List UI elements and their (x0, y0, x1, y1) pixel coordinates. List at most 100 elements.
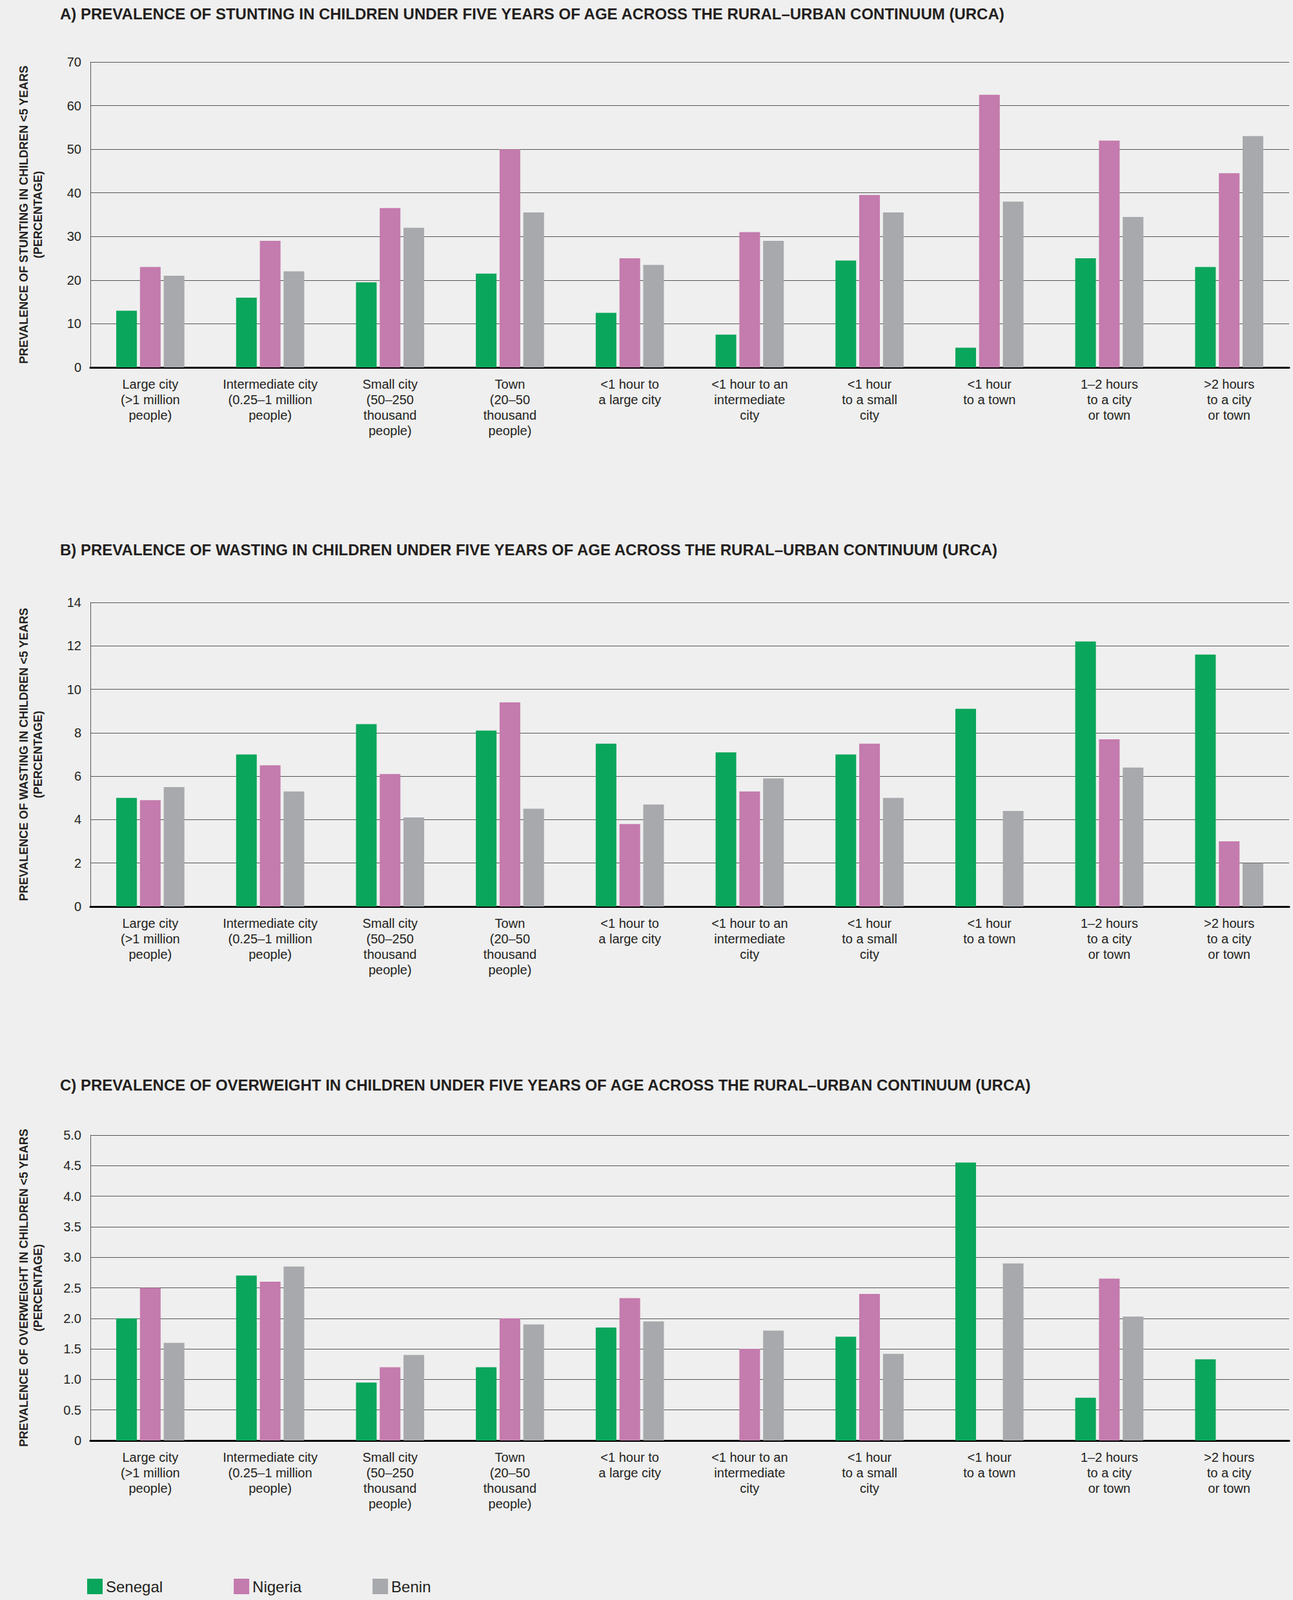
svg-text:(50–250: (50–250 (366, 1465, 414, 1480)
svg-text:city: city (859, 407, 880, 423)
svg-text:people): people) (488, 1496, 532, 1511)
svg-text:to a city: to a city (1207, 931, 1252, 946)
svg-text:12: 12 (67, 638, 82, 653)
svg-text:PREVALENCE OF WASTING IN CHILD: PREVALENCE OF WASTING IN CHILDREN <5 YEA… (17, 608, 31, 902)
svg-text:5.0: 5.0 (63, 1127, 82, 1142)
svg-text:people): people) (248, 407, 292, 423)
svg-text:to a small: to a small (841, 392, 898, 407)
svg-text:to a city: to a city (1087, 931, 1132, 946)
svg-text:city: city (859, 1480, 880, 1496)
svg-text:to a city: to a city (1207, 392, 1252, 407)
svg-text:1.0: 1.0 (63, 1371, 82, 1386)
svg-text:1–2 hours: 1–2 hours (1080, 376, 1139, 392)
svg-text:people): people) (368, 423, 412, 438)
svg-text:or town: or town (1207, 1480, 1251, 1496)
svg-text:8: 8 (74, 725, 82, 740)
svg-text:Small city: Small city (362, 1449, 418, 1465)
svg-text:0: 0 (74, 360, 82, 375)
svg-text:A) PREVALENCE OF STUNTING IN C: A) PREVALENCE OF STUNTING IN CHILDREN UN… (60, 5, 1005, 23)
svg-text:60: 60 (67, 98, 82, 113)
svg-text:<1 hour: <1 hour (967, 1449, 1013, 1465)
svg-text:city: city (859, 946, 880, 962)
svg-text:a large city: a large city (598, 392, 662, 407)
svg-text:(>1 million: (>1 million (120, 1465, 181, 1480)
svg-text:PREVALENCE OF STUNTING IN CHIL: PREVALENCE OF STUNTING IN CHILDREN <5 YE… (17, 65, 31, 365)
svg-text:>2 hours: >2 hours (1203, 376, 1255, 392)
svg-text:30: 30 (67, 229, 82, 244)
svg-text:to a town: to a town (963, 392, 1016, 407)
svg-text:>2 hours: >2 hours (1203, 1449, 1255, 1465)
svg-text:<1 hour to an: <1 hour to an (711, 916, 788, 931)
svg-text:C) PREVALENCE OF OVERWEIGHT IN: C) PREVALENCE OF OVERWEIGHT IN CHILDREN … (60, 1076, 1031, 1094)
svg-text:<1 hour: <1 hour (847, 376, 893, 392)
svg-text:(>1 million: (>1 million (120, 392, 181, 407)
svg-text:people): people) (128, 1480, 172, 1496)
svg-text:(0.25–1 million: (0.25–1 million (228, 392, 313, 407)
svg-text:1–2 hours: 1–2 hours (1080, 916, 1139, 931)
svg-text:PREVALENCE OF OVERWEIGHT IN CH: PREVALENCE OF OVERWEIGHT IN CHILDREN <5 … (17, 1128, 31, 1447)
svg-text:(20–50: (20–50 (489, 392, 530, 407)
svg-text:Large city: Large city (122, 916, 179, 931)
svg-text:a large city: a large city (598, 1465, 662, 1480)
svg-text:2: 2 (74, 855, 82, 871)
svg-text:to a city: to a city (1087, 1465, 1132, 1480)
svg-text:people): people) (368, 1496, 412, 1511)
svg-text:14: 14 (67, 595, 82, 610)
svg-text:Small city: Small city (362, 916, 418, 931)
svg-text:a large city: a large city (598, 931, 662, 946)
svg-text:10: 10 (67, 316, 82, 331)
svg-text:or town: or town (1088, 946, 1131, 962)
svg-text:1.5: 1.5 (63, 1341, 82, 1356)
svg-text:<1 hour to: <1 hour to (600, 376, 660, 392)
svg-text:people): people) (368, 962, 412, 977)
svg-text:(0.25–1 million: (0.25–1 million (228, 1465, 313, 1480)
svg-text:(50–250: (50–250 (366, 931, 414, 946)
svg-text:thousand: thousand (363, 407, 417, 423)
svg-text:(0.25–1 million: (0.25–1 million (228, 931, 313, 946)
svg-text:to a town: to a town (963, 931, 1016, 946)
svg-text:Town: Town (495, 376, 526, 392)
svg-text:people): people) (248, 946, 292, 962)
svg-text:people): people) (488, 962, 532, 977)
svg-text:0: 0 (74, 899, 82, 914)
svg-text:40: 40 (67, 185, 82, 201)
svg-text:to a town: to a town (963, 1465, 1016, 1480)
svg-text:city: city (739, 946, 760, 962)
svg-text:<1 hour: <1 hour (967, 916, 1013, 931)
svg-text:Nigeria: Nigeria (252, 1577, 303, 1596)
svg-text:2.5: 2.5 (63, 1280, 82, 1295)
svg-text:people): people) (488, 423, 532, 438)
svg-text:0: 0 (74, 1433, 82, 1448)
svg-text:3.0: 3.0 (63, 1249, 82, 1264)
svg-text:Senegal: Senegal (105, 1577, 163, 1596)
svg-text:<1 hour to an: <1 hour to an (711, 1449, 788, 1465)
svg-text:thousand: thousand (483, 946, 537, 962)
svg-text:Intermediate city: Intermediate city (222, 916, 318, 931)
svg-text:Large city: Large city (122, 1449, 179, 1465)
svg-text:(PERCENTAGE): (PERCENTAGE) (31, 710, 45, 799)
svg-text:intermediate: intermediate (713, 1465, 785, 1480)
svg-text:<1 hour: <1 hour (847, 916, 893, 931)
svg-text:50: 50 (67, 142, 82, 157)
svg-text:(PERCENTAGE): (PERCENTAGE) (31, 1243, 45, 1332)
svg-text:Intermediate city: Intermediate city (222, 1449, 318, 1465)
svg-text:intermediate: intermediate (713, 392, 785, 407)
svg-text:2.0: 2.0 (63, 1311, 82, 1326)
svg-text:or town: or town (1088, 407, 1131, 423)
svg-text:(50–250: (50–250 (366, 392, 414, 407)
svg-text:20: 20 (67, 273, 82, 288)
svg-text:to a city: to a city (1087, 392, 1132, 407)
svg-text:70: 70 (67, 54, 82, 70)
svg-text:or town: or town (1207, 407, 1251, 423)
svg-text:<1 hour: <1 hour (967, 376, 1013, 392)
svg-text:to a small: to a small (841, 1465, 898, 1480)
svg-text:people): people) (248, 1480, 292, 1496)
svg-text:to a small: to a small (841, 931, 898, 946)
svg-text:people): people) (128, 407, 172, 423)
svg-text:or town: or town (1207, 946, 1251, 962)
svg-text:10: 10 (67, 682, 82, 697)
svg-text:<1 hour: <1 hour (847, 1449, 893, 1465)
svg-text:Benin: Benin (391, 1577, 431, 1596)
svg-text:0.5: 0.5 (63, 1402, 82, 1417)
svg-text:Town: Town (495, 916, 526, 931)
